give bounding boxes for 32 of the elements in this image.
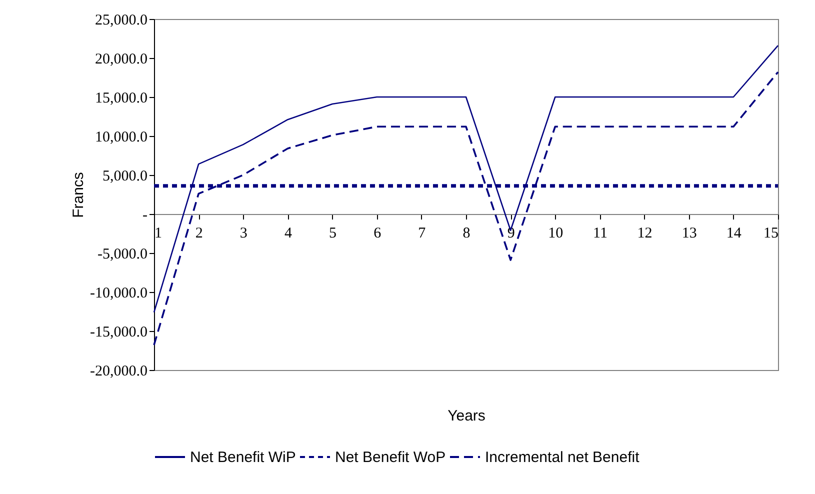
- legend-label: Incremental net Benefit: [485, 449, 640, 466]
- x-tick-label: 12: [637, 226, 652, 242]
- y-tick-label: 5,000.0: [102, 168, 148, 184]
- line-series: [153, 71, 779, 346]
- legend-label: Net Benefit WiP: [190, 449, 296, 466]
- y-tick-label: 20,000.0: [95, 52, 148, 68]
- legend-label: Net Benefit WoP: [335, 449, 446, 466]
- x-tick-label: 14: [726, 226, 742, 242]
- y-tick-label: -20,000.0: [90, 364, 148, 380]
- y-tick-label: -5,000.0: [98, 246, 148, 262]
- x-tick-label: 4: [284, 226, 292, 242]
- x-tick-label: 10: [548, 226, 564, 242]
- x-tick-label: 1: [154, 226, 162, 242]
- x-tick-label: 13: [682, 226, 697, 242]
- y-tick-label: 25,000.0: [95, 12, 148, 28]
- x-tick-label: 5: [329, 226, 337, 242]
- x-tick-label: 11: [592, 226, 608, 242]
- y-tick-label: -15,000.0: [90, 324, 148, 340]
- x-axis-title: Years: [448, 408, 486, 424]
- x-tick-label: 7: [418, 226, 426, 242]
- y-axis-title: Francs: [70, 172, 88, 218]
- x-tick-label: 15: [764, 226, 778, 242]
- x-tick-label: 2: [195, 226, 203, 242]
- x-tick-label: 8: [462, 226, 470, 242]
- y-tick-label: -: [142, 208, 148, 224]
- x-tick-label: 6: [374, 226, 382, 242]
- y-tick-label: 10,000.0: [95, 130, 148, 146]
- y-tick-label: 15,000.0: [95, 90, 148, 106]
- y-tick-label: -10,000.0: [90, 286, 148, 302]
- x-tick-label: 9: [507, 226, 515, 242]
- x-tick-label: 3: [240, 226, 248, 242]
- line-series: [153, 44, 779, 313]
